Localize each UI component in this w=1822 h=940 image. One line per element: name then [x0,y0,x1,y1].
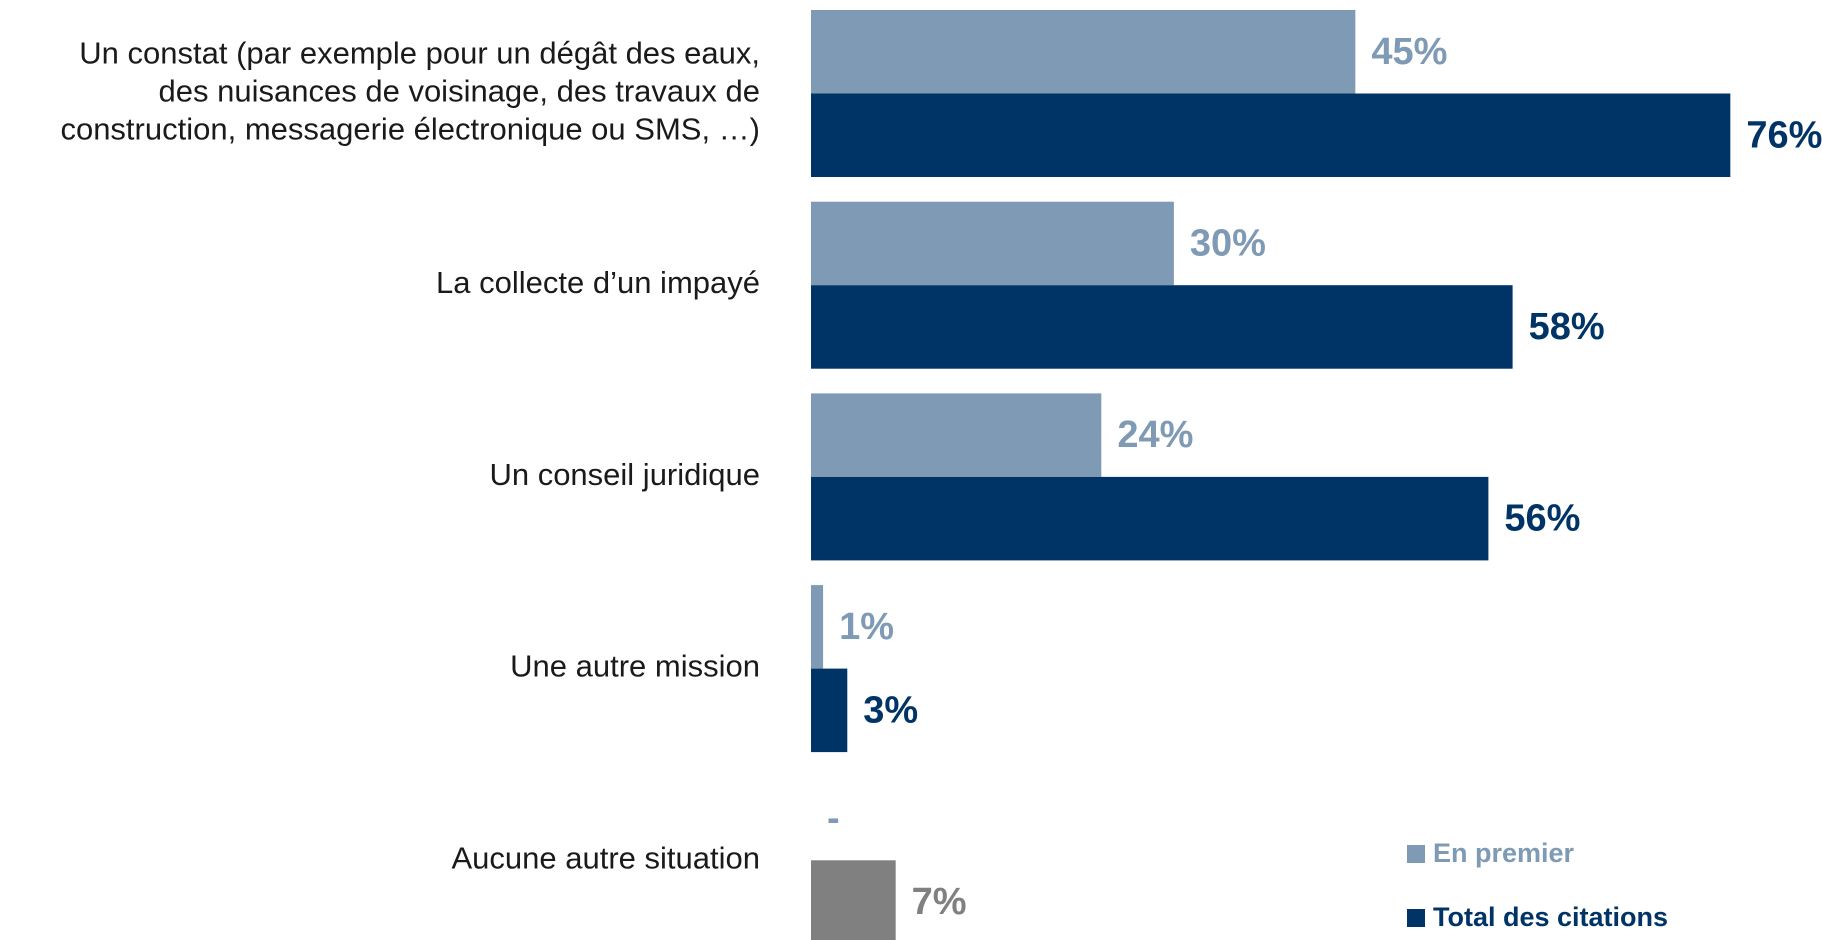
value-label: 58% [1529,306,1605,348]
category-line: construction, messagerie électronique ou… [60,112,760,147]
legend-label: En premier [1433,838,1575,868]
value-label: 1% [839,606,894,648]
category-line: Un conseil juridique [489,457,760,492]
category-label: Une autre mission [510,649,760,684]
bar [811,285,1513,369]
category-line: Aucune autre situation [452,840,761,875]
value-label: 30% [1190,222,1266,264]
category-label: Un constat (par exemple pour un dégât de… [60,36,760,147]
category-label: Aucune autre situation [452,840,761,875]
value-label: 56% [1504,498,1580,540]
bar [811,668,848,753]
value-label: 76% [1746,114,1822,156]
category-label: La collecte d’un impayé [436,265,760,300]
category-line: des nuisances de voisinage, des travaux … [159,74,760,109]
bar [811,393,1102,477]
bar [811,585,824,669]
value-label: 24% [1117,414,1193,456]
legend-swatch [1407,909,1425,927]
bar [811,93,1731,177]
legend-swatch [1407,845,1425,863]
category-label: Un conseil juridique [489,457,760,492]
category-line: Une autre mission [510,649,760,684]
value-label: 7% [912,881,967,923]
value-label: 45% [1371,31,1447,73]
bar [811,10,1356,94]
value-label: - [827,798,840,840]
category-line: La collecte d’un impayé [436,265,760,300]
category-line: Un constat (par exemple pour un dégât de… [79,36,760,71]
value-label: 3% [863,689,918,731]
bar [811,476,1489,561]
bar [811,201,1174,286]
legend-label: Total des citations [1433,902,1668,932]
bar [811,860,896,940]
